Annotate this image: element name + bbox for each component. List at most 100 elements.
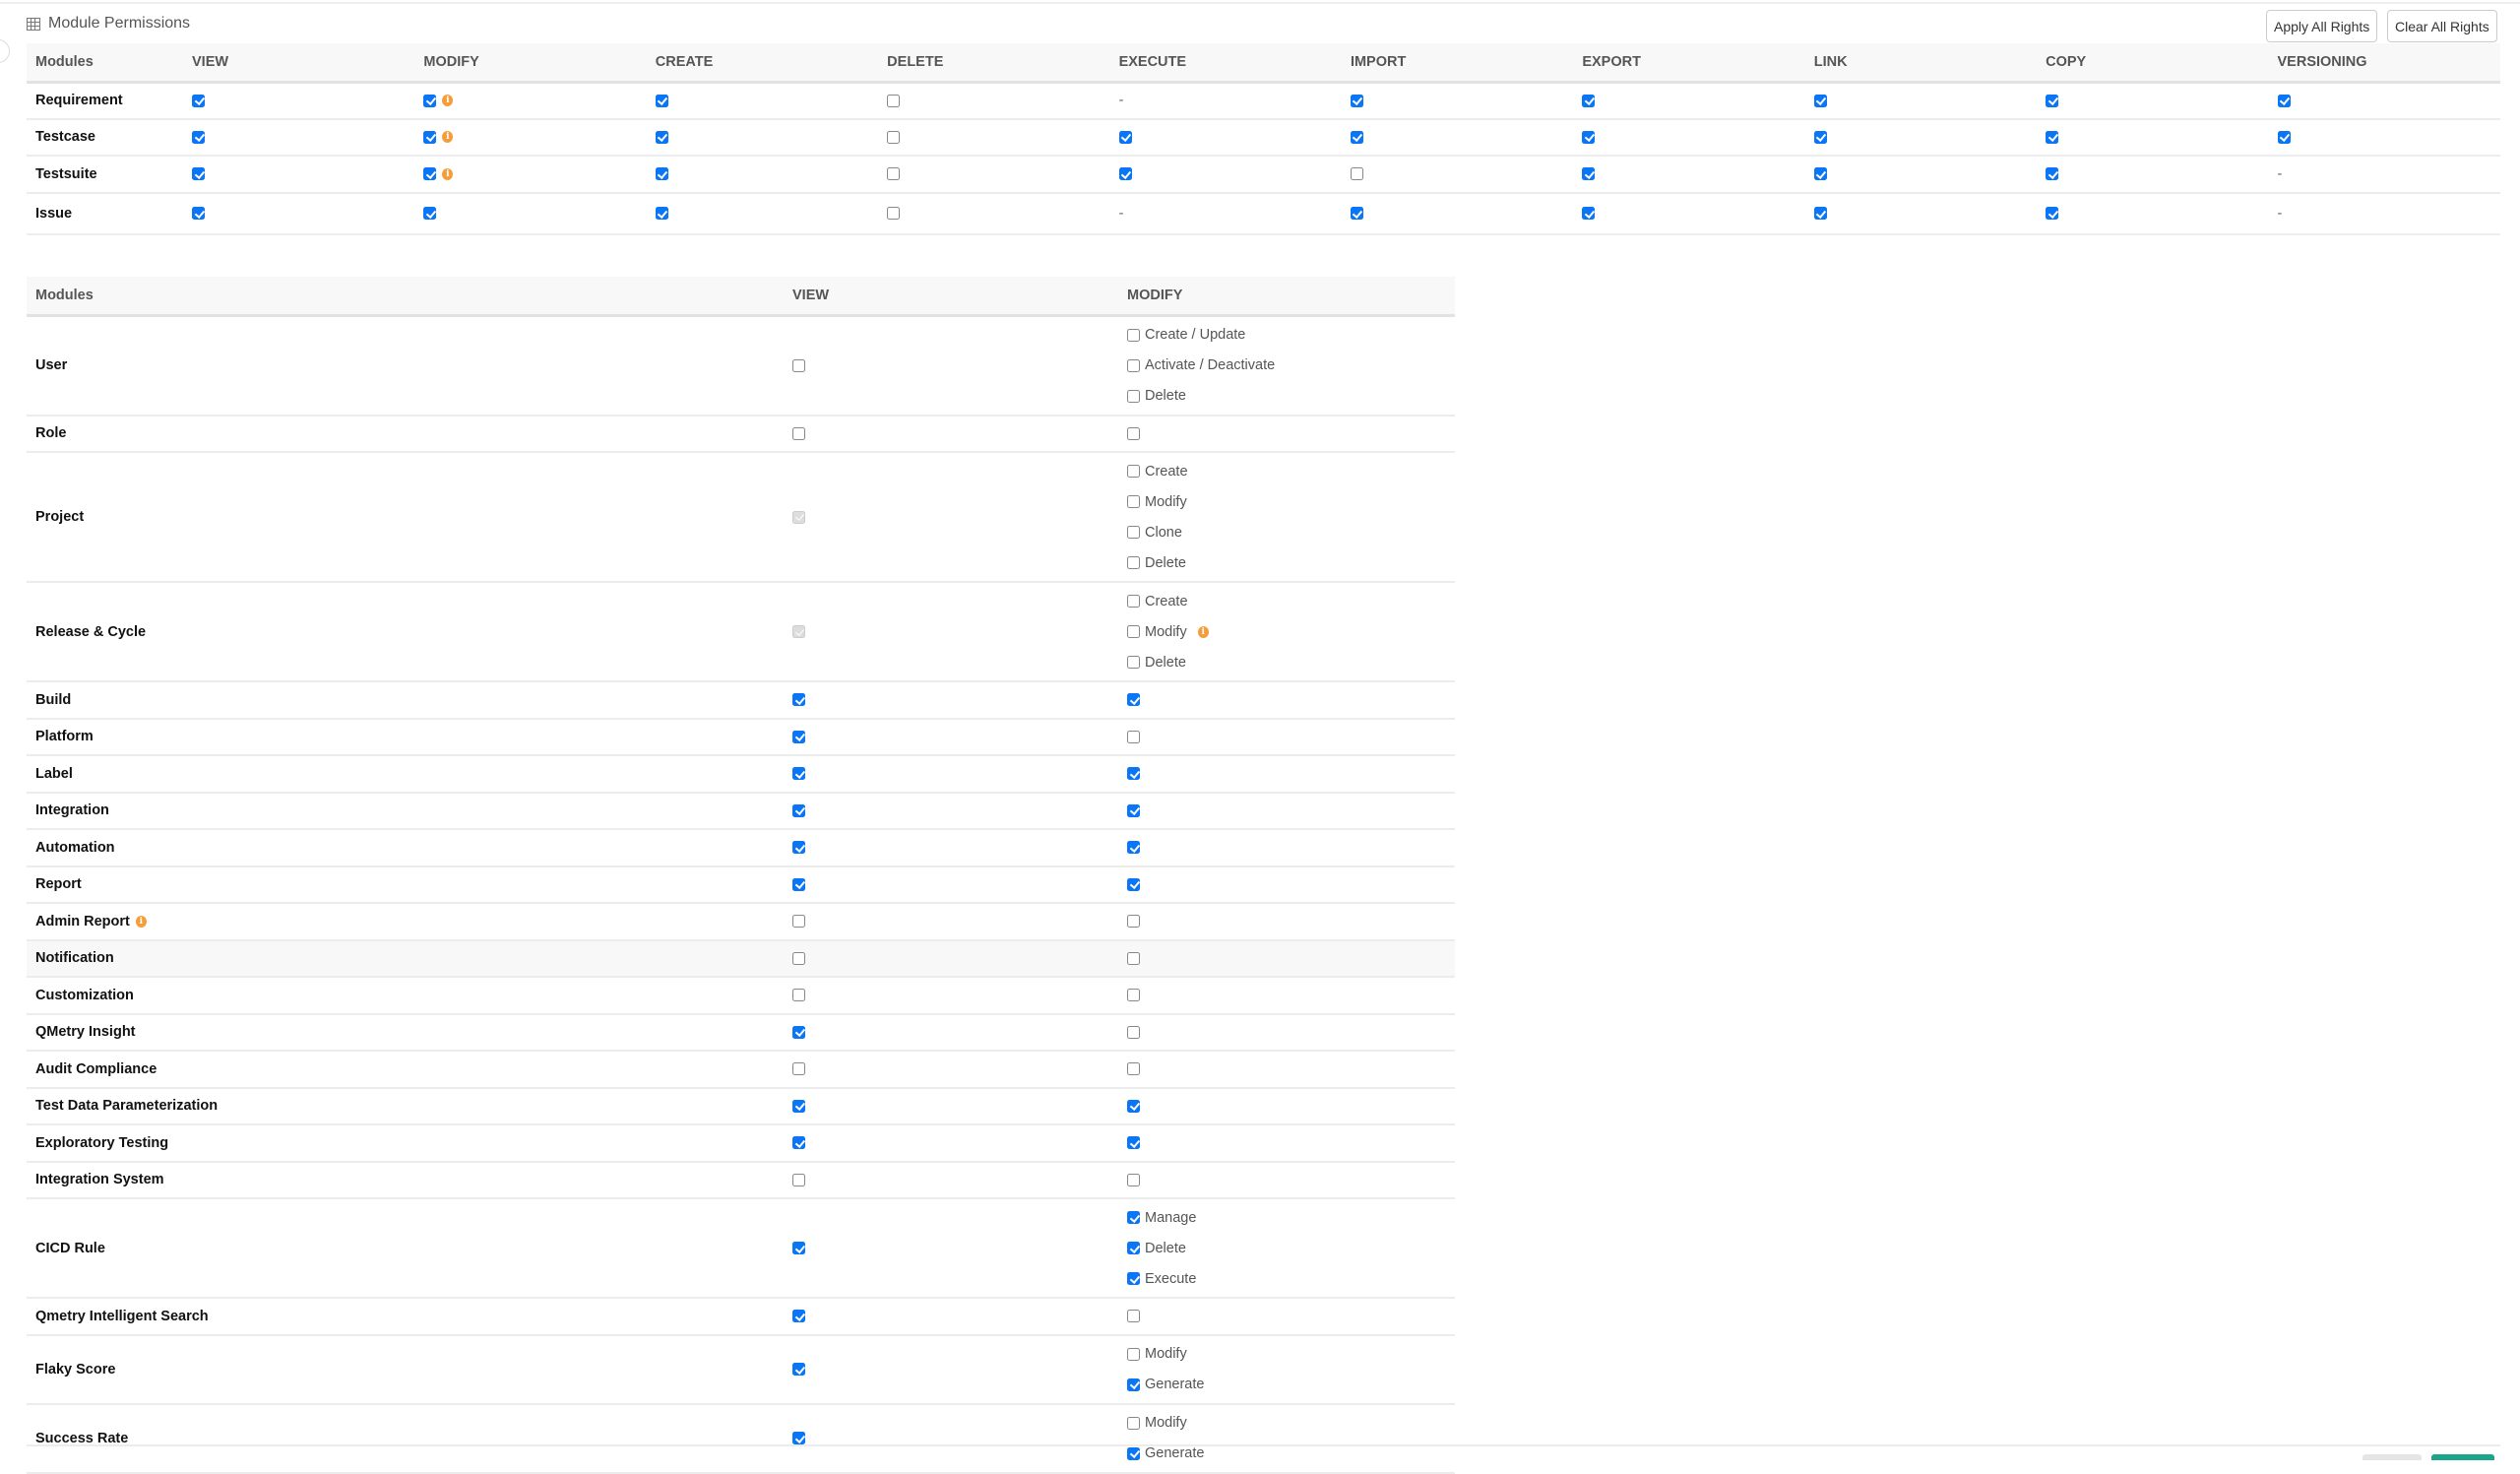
- modify-checkbox[interactable]: [1127, 915, 1140, 929]
- modify-option[interactable]: Delete: [1127, 381, 1455, 412]
- view-checkbox[interactable]: [792, 358, 805, 372]
- modify-checkbox[interactable]: [1127, 426, 1140, 440]
- view-checkbox[interactable]: [792, 767, 805, 781]
- export-checkbox[interactable]: [1582, 207, 1596, 221]
- view-checkbox[interactable]: [192, 94, 205, 107]
- modify-option-checkbox[interactable]: [1127, 389, 1140, 403]
- modify-option[interactable]: Generate: [1127, 1439, 1455, 1469]
- modify-option-checkbox[interactable]: [1127, 656, 1140, 669]
- view-checkbox[interactable]: [792, 915, 805, 929]
- export-checkbox[interactable]: [1582, 130, 1596, 144]
- modify-option-checkbox[interactable]: [1127, 625, 1140, 638]
- modify-option-checkbox[interactable]: [1127, 1272, 1140, 1285]
- modify-option[interactable]: Execute: [1127, 1263, 1455, 1294]
- copy-checkbox[interactable]: [2046, 167, 2059, 181]
- cancel-button[interactable]: [2362, 1454, 2422, 1460]
- import-checkbox[interactable]: [1350, 207, 1363, 221]
- modify-checkbox[interactable]: [1127, 1136, 1140, 1150]
- view-checkbox[interactable]: [792, 841, 805, 855]
- link-checkbox[interactable]: [1813, 94, 1827, 107]
- create-checkbox[interactable]: [655, 167, 668, 181]
- modify-checkbox[interactable]: [1127, 841, 1140, 855]
- modify-checkbox[interactable]: [1127, 989, 1140, 1002]
- modify-checkbox[interactable]: [1127, 1099, 1140, 1113]
- create-checkbox[interactable]: [655, 207, 668, 221]
- modify-option[interactable]: Manage: [1127, 1202, 1455, 1233]
- import-checkbox[interactable]: [1350, 167, 1363, 181]
- copy-checkbox[interactable]: [2046, 94, 2059, 107]
- modify-option[interactable]: Modify: [1127, 486, 1455, 517]
- modify-checkbox[interactable]: [1127, 1310, 1140, 1323]
- modify-option-checkbox[interactable]: [1127, 328, 1140, 342]
- modify-option[interactable]: Create: [1127, 586, 1455, 616]
- modify-option-checkbox[interactable]: [1127, 358, 1140, 372]
- view-checkbox[interactable]: [792, 1025, 805, 1039]
- info-icon[interactable]: i: [442, 131, 454, 144]
- modify-checkbox[interactable]: [1127, 803, 1140, 817]
- modify-checkbox[interactable]: [1127, 1062, 1140, 1076]
- modify-checkbox[interactable]: [423, 130, 437, 144]
- view-checkbox[interactable]: [792, 1062, 805, 1076]
- view-checkbox[interactable]: [792, 1173, 805, 1186]
- modify-checkbox[interactable]: [1127, 951, 1140, 965]
- modify-checkbox[interactable]: [1127, 767, 1140, 781]
- modify-checkbox[interactable]: [1127, 730, 1140, 743]
- versioning-checkbox[interactable]: [2277, 94, 2291, 107]
- modify-option-checkbox[interactable]: [1127, 526, 1140, 539]
- execute-checkbox[interactable]: [1118, 167, 1132, 181]
- modify-checkbox[interactable]: [423, 207, 437, 221]
- delete-checkbox[interactable]: [887, 207, 901, 221]
- modify-option-checkbox[interactable]: [1127, 1242, 1140, 1254]
- modify-option-checkbox[interactable]: [1127, 595, 1140, 608]
- modify-option-checkbox[interactable]: [1127, 1347, 1140, 1361]
- view-checkbox[interactable]: [792, 951, 805, 965]
- export-checkbox[interactable]: [1582, 94, 1596, 107]
- modify-option[interactable]: Create: [1127, 456, 1455, 486]
- modify-checkbox[interactable]: [1127, 877, 1140, 891]
- modify-option[interactable]: Delete: [1127, 1233, 1455, 1263]
- save-button[interactable]: [2431, 1454, 2494, 1460]
- view-checkbox[interactable]: [792, 1310, 805, 1323]
- link-checkbox[interactable]: [1813, 130, 1827, 144]
- apply-all-rights-button[interactable]: Apply All Rights: [2266, 10, 2378, 42]
- modify-checkbox[interactable]: [423, 167, 437, 181]
- info-icon[interactable]: i: [442, 167, 454, 180]
- view-checkbox[interactable]: [792, 803, 805, 817]
- info-icon[interactable]: i: [135, 915, 147, 928]
- execute-checkbox[interactable]: [1118, 130, 1132, 144]
- view-checkbox[interactable]: [192, 207, 205, 221]
- view-checkbox[interactable]: [792, 1363, 805, 1377]
- delete-checkbox[interactable]: [887, 94, 901, 107]
- modify-checkbox[interactable]: [1127, 693, 1140, 707]
- modify-checkbox[interactable]: [1127, 1173, 1140, 1186]
- link-checkbox[interactable]: [1813, 167, 1827, 181]
- view-checkbox[interactable]: [792, 1432, 805, 1445]
- import-checkbox[interactable]: [1350, 94, 1363, 107]
- view-checkbox[interactable]: [792, 989, 805, 1002]
- modify-option[interactable]: Delete: [1127, 547, 1455, 578]
- view-checkbox[interactable]: [792, 877, 805, 891]
- clear-all-rights-button[interactable]: Clear All Rights: [2387, 10, 2497, 42]
- view-checkbox[interactable]: [792, 1099, 805, 1113]
- modify-option[interactable]: Modify: [1127, 1339, 1455, 1370]
- delete-checkbox[interactable]: [887, 130, 901, 144]
- copy-checkbox[interactable]: [2046, 207, 2059, 221]
- modify-option-checkbox[interactable]: [1127, 1416, 1140, 1430]
- view-checkbox[interactable]: [192, 130, 205, 144]
- modify-option-checkbox[interactable]: [1127, 1378, 1140, 1391]
- modify-option-checkbox[interactable]: [1127, 465, 1140, 478]
- info-icon[interactable]: i: [442, 95, 454, 107]
- view-checkbox[interactable]: [792, 693, 805, 707]
- modify-option[interactable]: Modify: [1127, 1408, 1455, 1439]
- copy-checkbox[interactable]: [2046, 130, 2059, 144]
- modify-option[interactable]: Generate: [1127, 1370, 1455, 1400]
- sidebar-collapse-button[interactable]: [0, 39, 10, 63]
- modify-option[interactable]: Delete: [1127, 647, 1455, 677]
- import-checkbox[interactable]: [1350, 130, 1363, 144]
- modify-checkbox[interactable]: [1127, 1025, 1140, 1039]
- modify-option[interactable]: Activate / Deactivate: [1127, 351, 1455, 381]
- info-icon[interactable]: i: [1197, 625, 1209, 638]
- modify-option-checkbox[interactable]: [1127, 1211, 1140, 1224]
- modify-option[interactable]: Create / Update: [1127, 320, 1455, 351]
- modify-option[interactable]: Clone: [1127, 517, 1455, 547]
